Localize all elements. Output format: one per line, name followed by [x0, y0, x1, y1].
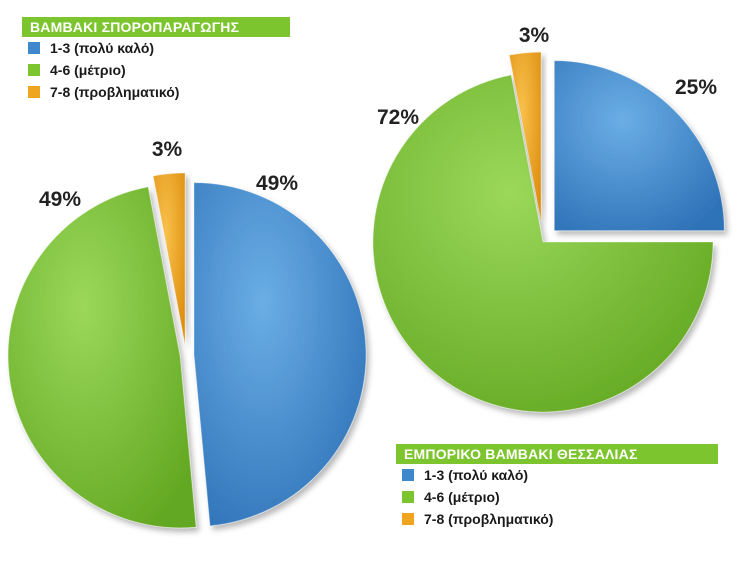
legend-swatch-blue	[28, 42, 40, 54]
legend-label: 7-8 (προβληματικό)	[50, 84, 180, 100]
legend-title: ΒΑΜΒΑΚΙ ΣΠΟΡΟΠΑΡΑΓΩΓΗΣ	[22, 17, 290, 37]
legend-item: 4-6 (μέτριο)	[396, 486, 718, 508]
data-label: 3%	[519, 24, 550, 47]
legend-item: 7-8 (προβληματικό)	[22, 81, 290, 103]
legend-swatch-blue	[402, 469, 414, 481]
pie-chart-commercial-cotton: 25% 72% 3%	[372, 24, 725, 413]
legend-seed-cotton: ΒΑΜΒΑΚΙ ΣΠΟΡΟΠΑΡΑΓΩΓΗΣ 1-3 (πολύ καλό) 4…	[22, 17, 290, 103]
legend-swatch-green	[402, 491, 414, 503]
slice-blue	[193, 182, 367, 527]
legend-label: 7-8 (προβληματικό)	[424, 511, 554, 527]
slice-green	[372, 74, 714, 413]
legend-swatch-orange	[28, 86, 40, 98]
legend-label: 4-6 (μέτριο)	[50, 62, 126, 78]
legend-swatch-orange	[402, 513, 414, 525]
legend-item: 4-6 (μέτριο)	[22, 59, 290, 81]
data-label: 3%	[152, 138, 183, 161]
legend-item: 7-8 (προβληματικό)	[396, 508, 718, 530]
legend-item: 1-3 (πολύ καλό)	[396, 464, 718, 486]
slice-orange	[508, 51, 542, 223]
slice-blue	[553, 60, 725, 232]
data-label: 72%	[377, 106, 419, 129]
legend-label: 4-6 (μέτριο)	[424, 489, 500, 505]
pie-chart-seed-cotton: 49% 49% 3%	[7, 138, 367, 529]
legend-label: 1-3 (πολύ καλό)	[424, 467, 529, 483]
slice-orange	[152, 172, 186, 346]
data-label: 49%	[39, 188, 81, 211]
data-label: 49%	[256, 172, 298, 195]
legend-title: ΕΜΠΟΡΙΚΟ ΒΑΜΒΑΚΙ ΘΕΣΣΑΛΙΑΣ	[396, 444, 718, 464]
legend-commercial-cotton: ΕΜΠΟΡΙΚΟ ΒΑΜΒΑΚΙ ΘΕΣΣΑΛΙΑΣ 1-3 (πολύ καλ…	[396, 444, 718, 530]
legend-item: 1-3 (πολύ καλό)	[22, 37, 290, 59]
legend-label: 1-3 (πολύ καλό)	[50, 40, 155, 56]
slice-green	[7, 186, 197, 529]
legend-swatch-green	[28, 64, 40, 76]
data-label: 25%	[675, 76, 717, 99]
